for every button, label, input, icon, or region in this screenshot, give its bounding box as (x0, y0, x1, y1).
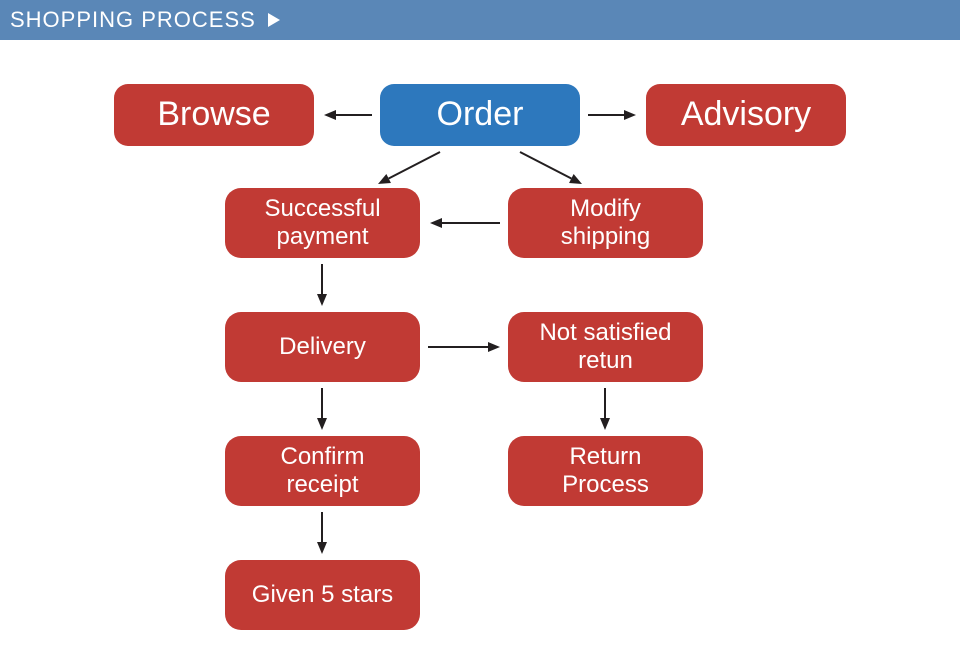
node-confirm: Confirm receipt (225, 436, 420, 506)
node-payment: Successful payment (225, 188, 420, 258)
node-order: Order (380, 84, 580, 146)
play-icon (268, 13, 280, 27)
node-advisory: Advisory (646, 84, 846, 146)
arrow-delivery-notsat (416, 335, 512, 359)
node-notsat: Not satisfied retun (508, 312, 703, 382)
node-browse: Browse (114, 84, 314, 146)
arrow-order-browse (312, 103, 384, 127)
flowchart-canvas: Browse Order Advisory Successful payment Mod… (0, 40, 960, 654)
node-return: Return Process (508, 436, 703, 506)
node-stars: Given 5 stars (225, 560, 420, 630)
arrow-order-advisory (576, 103, 648, 127)
arrow-delivery-confirm (310, 376, 334, 442)
arrow-payment-delivery (310, 252, 334, 318)
arrow-confirm-stars (310, 500, 334, 566)
arrow-modship-payment (418, 211, 512, 235)
header-title: SHOPPING PROCESS (10, 7, 256, 33)
arrow-notsat-return (593, 376, 617, 442)
node-delivery: Delivery (225, 312, 420, 382)
node-modship: Modify shipping (508, 188, 703, 258)
header-bar: SHOPPING PROCESS (0, 0, 960, 40)
